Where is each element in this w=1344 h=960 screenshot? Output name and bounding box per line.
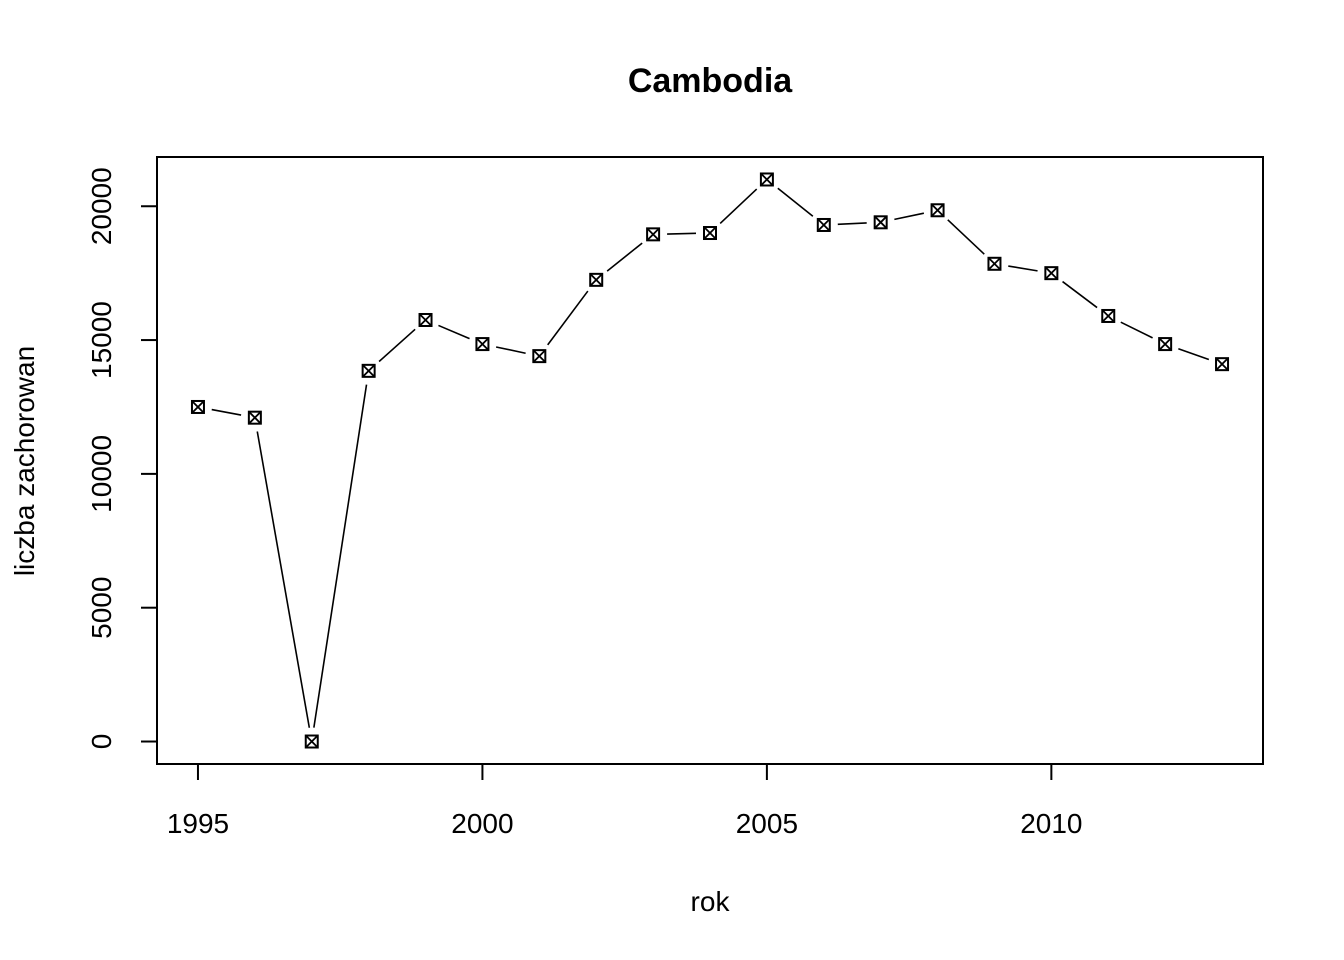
series-line-segment	[1008, 265, 1038, 272]
data-point	[873, 215, 888, 230]
series-line-segment	[667, 232, 697, 235]
series-line-segment	[1120, 321, 1153, 339]
data-point	[759, 172, 774, 187]
data-point	[646, 227, 661, 242]
y-tick-label: 20000	[86, 167, 117, 245]
data-point	[1044, 266, 1059, 281]
series-line-segment	[947, 219, 985, 255]
series-line-segment	[547, 290, 589, 346]
data-point	[1101, 308, 1116, 323]
data-point	[816, 217, 831, 232]
x-tick-label: 2000	[451, 808, 513, 839]
series-points	[190, 172, 1230, 749]
data-point	[190, 399, 205, 414]
plot-frame	[156, 156, 1264, 765]
series-line-segment	[894, 212, 925, 221]
data-point	[987, 256, 1002, 271]
series-lines	[211, 187, 1210, 728]
data-point	[1158, 337, 1173, 352]
series-line-segment	[495, 346, 526, 355]
data-point	[418, 312, 433, 327]
data-point	[361, 363, 376, 378]
data-point	[930, 203, 945, 218]
series-line-segment	[438, 324, 470, 340]
y-tick-label: 10000	[86, 435, 117, 513]
series-line-segment	[606, 242, 643, 272]
y-axis: 0 5000 10000 15000 20000	[86, 167, 157, 749]
series-line-segment	[1178, 347, 1210, 361]
x-axis-label: rok	[691, 886, 731, 917]
x-tick-label: 2005	[736, 808, 798, 839]
chart-title: Cambodia	[628, 62, 793, 100]
y-axis-label: liczba zachorowan	[9, 346, 40, 576]
series-line-segment	[1062, 280, 1098, 309]
series-line-segment	[837, 222, 867, 226]
data-point	[589, 272, 604, 287]
y-tick-label: 5000	[86, 577, 117, 639]
data-point	[703, 226, 717, 241]
data-point	[1215, 357, 1230, 372]
series-line-segment	[378, 328, 416, 363]
series-line-segment	[719, 188, 758, 224]
data-point	[304, 734, 319, 749]
data-point	[247, 410, 262, 425]
x-tick-label: 2010	[1020, 808, 1082, 839]
y-tick-label: 0	[86, 734, 117, 750]
series-line-segment	[313, 384, 368, 728]
x-tick-label: 1995	[167, 808, 229, 839]
data-point	[532, 349, 547, 364]
y-tick-label: 15000	[86, 301, 117, 379]
series-line-segment	[256, 431, 311, 728]
series-line-segment	[211, 408, 242, 416]
x-axis: 1995 2000 2005 2010	[167, 764, 1083, 839]
data-point	[475, 337, 490, 352]
series-line-segment	[777, 187, 814, 217]
